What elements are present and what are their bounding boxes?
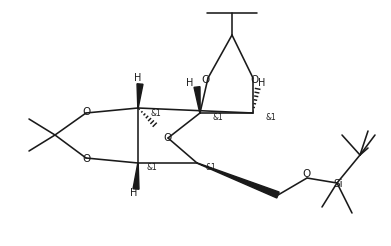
Text: O: O: [251, 75, 259, 85]
Text: O: O: [83, 154, 91, 164]
Text: &1: &1: [151, 108, 161, 118]
Text: O: O: [164, 133, 172, 143]
Text: Si: Si: [333, 179, 343, 189]
Text: &1: &1: [147, 164, 157, 172]
Polygon shape: [197, 163, 279, 198]
Polygon shape: [194, 87, 200, 113]
Text: H: H: [130, 188, 138, 198]
Text: H: H: [135, 73, 142, 83]
Text: &1: &1: [213, 113, 223, 123]
Text: O: O: [303, 169, 311, 179]
Text: O: O: [83, 107, 91, 117]
Polygon shape: [133, 163, 139, 189]
Text: H: H: [258, 78, 266, 88]
Text: H: H: [187, 78, 194, 88]
Text: &1: &1: [206, 164, 216, 172]
Text: &1: &1: [265, 113, 276, 123]
Text: O: O: [202, 75, 210, 85]
Polygon shape: [137, 84, 143, 108]
